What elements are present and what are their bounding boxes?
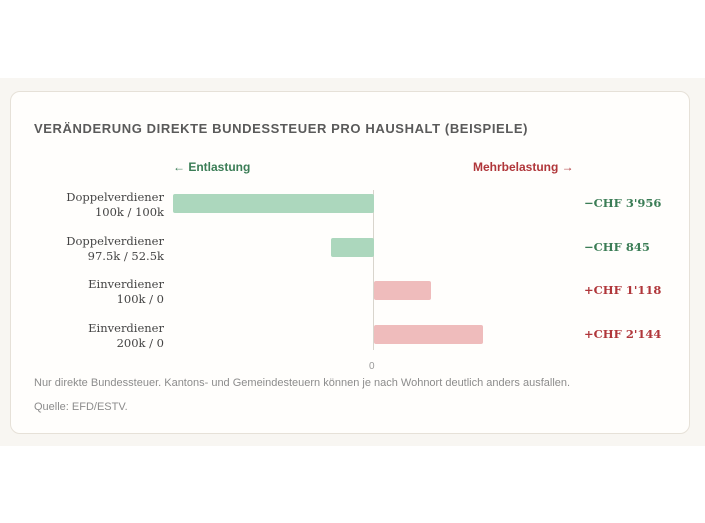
- source-note: Quelle: EFD/ESTV.: [34, 401, 128, 413]
- value-label: −CHF 3'956: [584, 196, 662, 210]
- category-name: Doppelverdiener: [66, 233, 164, 248]
- category-income: 100k / 0: [116, 292, 164, 306]
- footnote: Nur direkte Bundessteuer. Kantons- und G…: [34, 377, 571, 389]
- direction-label-relief: ← Entlastung: [173, 160, 251, 174]
- category-name: Doppelverdiener: [66, 190, 164, 204]
- value-label: +CHF 2'144: [584, 326, 662, 341]
- value-label: +CHF 1'118: [584, 283, 662, 297]
- category-label: Doppelverdiener 97.5k / 52.5k: [14, 234, 164, 264]
- direction-label-burden: Mehrbelastung →: [473, 160, 574, 174]
- bar-relief: [173, 194, 374, 213]
- value-label: −CHF 845: [584, 239, 650, 254]
- category-name: Einverdiener: [88, 277, 164, 291]
- category-income: 100k / 100k: [94, 205, 164, 219]
- bar-burden: [374, 324, 483, 344]
- category-label: Einverdiener 100k / 0: [14, 277, 164, 307]
- chart-card: [10, 91, 690, 434]
- category-income: 200k / 0: [116, 335, 164, 350]
- category-income: 97.5k / 52.5k: [87, 248, 164, 263]
- category-label: Doppelverdiener 100k / 100k: [14, 190, 164, 220]
- chart-title: VERÄNDERUNG DIREKTE BUNDESSTEUER PRO HAU…: [34, 121, 529, 136]
- bar-relief: [331, 237, 374, 257]
- zero-axis-line: [373, 190, 374, 350]
- bar-burden: [374, 281, 431, 300]
- category-label: Einverdiener 200k / 0: [14, 321, 164, 351]
- category-name: Einverdiener: [88, 320, 164, 335]
- zero-tick-label: 0: [369, 361, 375, 372]
